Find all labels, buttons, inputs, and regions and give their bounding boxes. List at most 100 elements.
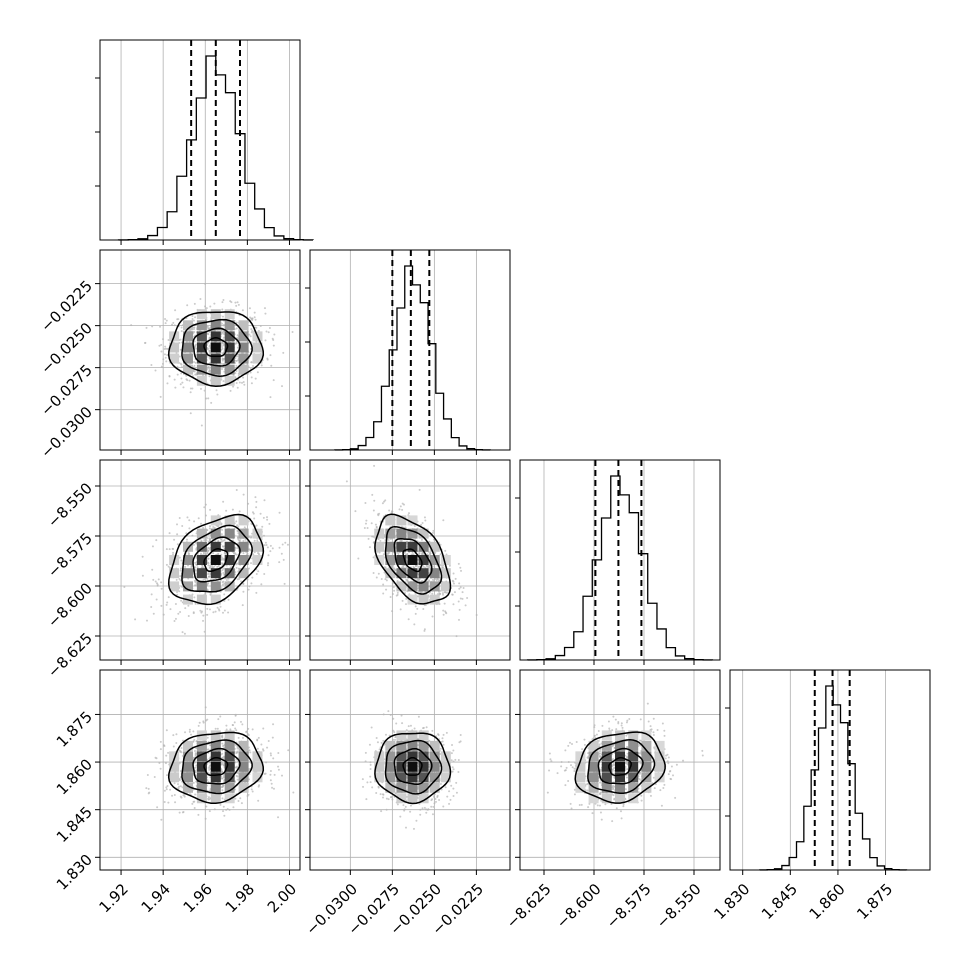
sample-point [192, 326, 195, 329]
sample-point [444, 786, 447, 789]
sample-point [439, 553, 442, 556]
sample-point [202, 619, 205, 622]
density-cell [396, 541, 407, 552]
sample-point [230, 301, 233, 304]
sample-point [567, 760, 570, 763]
sample-point [203, 630, 206, 633]
sample-point [440, 788, 443, 791]
sample-point [431, 813, 434, 816]
density-cell [183, 761, 193, 772]
sample-point [191, 317, 194, 320]
sample-point [392, 586, 395, 589]
density-cells [169, 730, 263, 804]
density-cell [385, 740, 396, 751]
sample-point [208, 345, 211, 348]
density-cell [210, 331, 221, 342]
sample-point [361, 778, 364, 781]
sample-point [264, 339, 267, 342]
sample-point [206, 348, 209, 351]
sample-point [272, 757, 275, 760]
sample-point [232, 806, 235, 809]
sample-point [222, 298, 225, 301]
sample-point [281, 543, 284, 546]
sample-point [251, 728, 254, 731]
sample-point [243, 526, 246, 529]
sample-point [189, 412, 192, 415]
sample-point [220, 761, 223, 764]
density-cell [183, 331, 193, 342]
sample-point [266, 746, 269, 749]
sample-point [221, 341, 224, 344]
sample-point [174, 386, 177, 389]
density-cell [440, 761, 451, 772]
sample-point [398, 508, 401, 511]
sample-point [214, 539, 217, 542]
sample-point [248, 536, 251, 539]
sample-point [164, 322, 167, 325]
sample-point [187, 604, 190, 607]
density-cell [385, 541, 396, 552]
sample-point [216, 393, 219, 396]
sample-point [202, 526, 205, 529]
sample-point [207, 549, 210, 552]
sample-point [200, 424, 203, 427]
density-cell [183, 320, 193, 331]
sample-point [180, 366, 183, 369]
sample-point [369, 775, 372, 778]
sample-point [246, 732, 249, 735]
density-cell [238, 331, 249, 342]
sample-point [404, 603, 407, 606]
sample-point [379, 539, 382, 542]
density-cell [396, 555, 407, 565]
sample-point [389, 596, 392, 599]
sample-point [221, 749, 224, 752]
sample-point [205, 719, 208, 722]
sample-point [385, 797, 388, 800]
sample-point [385, 579, 388, 582]
sample-point [431, 798, 434, 801]
sample-point [424, 519, 427, 522]
sample-point [252, 365, 255, 368]
density-cell [224, 730, 235, 741]
sample-point [235, 321, 238, 324]
sample-point [154, 369, 157, 372]
density-cell [210, 375, 221, 386]
sample-point [425, 811, 428, 814]
sample-point [204, 282, 207, 285]
sample-point [206, 561, 209, 564]
contour-1 [192, 747, 241, 785]
sample-point [240, 802, 243, 805]
sample-point [208, 767, 211, 770]
sample-point [206, 589, 209, 592]
sample-point [235, 327, 238, 330]
sample-point [233, 552, 236, 555]
sample-point [221, 583, 224, 586]
sample-point [141, 574, 144, 577]
sample-point [261, 525, 264, 528]
sample-point [262, 748, 265, 751]
sample-point [402, 804, 405, 807]
sample-point [169, 788, 172, 791]
sample-point [220, 368, 223, 371]
density-cell [418, 730, 429, 741]
sample-point [370, 522, 373, 525]
density-cell [396, 568, 407, 579]
sample-point [434, 797, 437, 800]
sample-point [251, 329, 254, 332]
sample-point [583, 738, 586, 741]
sample-point [280, 552, 283, 555]
sample-point [215, 389, 218, 392]
sample-point [191, 802, 194, 805]
sample-point [249, 751, 252, 754]
sample-point [263, 307, 266, 310]
sample-point [155, 582, 158, 585]
sample-point [374, 523, 377, 526]
density-cell [183, 772, 193, 783]
sample-point [392, 717, 395, 720]
density-cell [407, 782, 418, 793]
sample-point [443, 602, 446, 605]
sample-point [209, 789, 212, 792]
sample-point [238, 577, 241, 580]
sample-point [229, 566, 232, 569]
